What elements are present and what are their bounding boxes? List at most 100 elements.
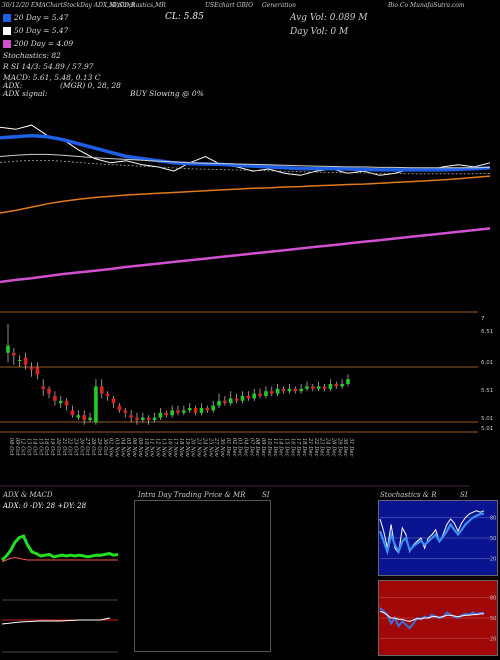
x-date-label: 30 Dec — [342, 438, 348, 456]
intraday-panel — [134, 500, 271, 652]
avg-volume: Avg Vol: 0.089 M — [290, 13, 368, 23]
candle-body — [293, 388, 298, 392]
mgr-value: (MGR) 0, 28, 28 — [60, 81, 121, 90]
candle-body — [228, 398, 233, 404]
candle-body — [6, 345, 10, 353]
rsi-y-tick: 80 — [490, 596, 496, 602]
x-date-label: 29 Oct — [96, 437, 102, 456]
x-date-label: 03 Dec — [237, 438, 243, 456]
buy-signal: BUY Slowing @ 0% — [130, 89, 204, 98]
candle-body — [281, 388, 286, 392]
candle-body — [111, 398, 116, 404]
x-date-label: 12 Nov — [155, 438, 161, 457]
ema-series-ema-50 — [0, 153, 491, 169]
candle-body — [94, 386, 98, 423]
x-date-label: 15 Oct — [37, 438, 43, 456]
x-date-label: 24 Dec — [325, 437, 331, 456]
candle-body — [217, 400, 221, 406]
candle-body — [182, 410, 186, 413]
candle-body — [123, 410, 128, 413]
x-date-label: 12 Oct — [20, 438, 26, 456]
y-tick-label: 5.01 — [481, 416, 493, 422]
x-date-label: 21 Dec — [307, 437, 313, 456]
candle-body — [23, 357, 28, 365]
x-date-label: 16 Dec — [289, 438, 295, 456]
x-date-label: 19 Nov — [184, 438, 190, 457]
candle-body — [240, 396, 245, 401]
ticker-label: USEchart GBIO — [205, 2, 254, 9]
candle-body — [29, 367, 34, 370]
intraday-title: Intra Day Trading Price & MR — [138, 491, 246, 499]
x-date-label: 30 Nov — [219, 438, 225, 457]
x-date-label: 26 Oct — [78, 437, 84, 456]
candle-body — [187, 408, 192, 411]
candle-body — [76, 415, 81, 418]
legend-ema200: 200 Day = 4.09 — [14, 39, 74, 48]
candle-chart: 7 6.51 6.01 5.51 5.01 5.01 08 Oct 09 Oct 12 Oct… — [0, 311, 493, 487]
candle-body — [164, 412, 169, 416]
company-name-2: Bio Co MunafaSutra.com — [388, 2, 465, 9]
close-price: CL: 5.85 — [165, 12, 204, 22]
company-name: Generation — [262, 2, 297, 9]
candle-body — [334, 384, 339, 387]
rsi-y-tick: 20 — [490, 636, 496, 642]
candle-body — [193, 408, 198, 413]
x-date-label: 13 Nov — [160, 438, 166, 457]
x-date-label: 09 Nov — [137, 438, 143, 457]
candle-body — [299, 388, 303, 392]
macd-value: MACD: 5.61, 5.48, 0.13 C — [3, 73, 101, 82]
x-date-label: 02 Nov — [108, 438, 114, 457]
candle-body — [170, 410, 174, 416]
x-date-label: 04 Nov — [119, 438, 125, 457]
macd-line — [1, 617, 111, 625]
x-date-label: 10 Dec — [266, 438, 272, 456]
y-tick-label: 5.51 — [481, 388, 493, 394]
x-date-label: 31 Dec — [348, 438, 354, 456]
candle-body — [176, 410, 180, 413]
candle-body — [58, 400, 63, 404]
stoch-series-slow — [378, 512, 485, 556]
stoch-title: Stochastics & R — [380, 491, 437, 499]
candle-body — [141, 417, 145, 420]
legend-swatch-ema200 — [3, 40, 11, 48]
stoch-y-tick: 80 — [490, 516, 496, 522]
stoch-y-tick: 50 — [490, 536, 496, 542]
y-tick-label: 5.01 — [481, 426, 493, 432]
legend-swatch-ema50 — [3, 27, 11, 35]
x-date-label: 14 Oct — [31, 438, 37, 456]
x-date-label: 04 Dec — [243, 438, 249, 456]
x-date-label: 07 Dec — [248, 438, 254, 456]
x-date-label: 16 Oct — [43, 438, 49, 456]
ema-series-ma-long — [0, 227, 491, 284]
x-date-label: 11 Dec — [272, 438, 278, 456]
candle-body — [152, 417, 157, 420]
candle-body — [275, 388, 280, 394]
candle-body — [340, 384, 344, 387]
x-date-label: 20 Oct — [55, 437, 61, 456]
x-date-label: 23 Dec — [319, 437, 325, 456]
candle-body — [246, 396, 251, 399]
candle-body — [117, 405, 122, 411]
candle-body — [41, 386, 45, 389]
candle-body — [211, 405, 215, 411]
x-date-label: 20 Nov — [190, 437, 196, 457]
x-date-label: 30 Oct — [102, 438, 108, 456]
candle-body — [287, 388, 292, 392]
x-date-label: 01 Dec — [225, 438, 231, 456]
x-date-label: 23 Oct — [73, 437, 79, 456]
ema-dotted-line — [0, 159, 491, 175]
candle-body — [53, 396, 57, 401]
x-date-label: 29 Dec — [336, 437, 342, 456]
y-tick-label: 7 — [481, 316, 485, 322]
header-date-title: 30/12/20 EMAChartStockDay ADX,MACD,R — [2, 2, 136, 9]
stochastics-value: Stochastics: 82 — [3, 51, 61, 60]
x-date-label: 28 Oct — [90, 437, 96, 456]
candle-body — [17, 360, 22, 361]
x-date-label: 18 Dec — [301, 438, 307, 456]
candle-body — [82, 415, 87, 420]
candle-body — [99, 386, 104, 394]
rsi-series-slow — [379, 610, 484, 622]
candle-body — [316, 386, 321, 389]
adx-series-adx — [0, 534, 119, 562]
